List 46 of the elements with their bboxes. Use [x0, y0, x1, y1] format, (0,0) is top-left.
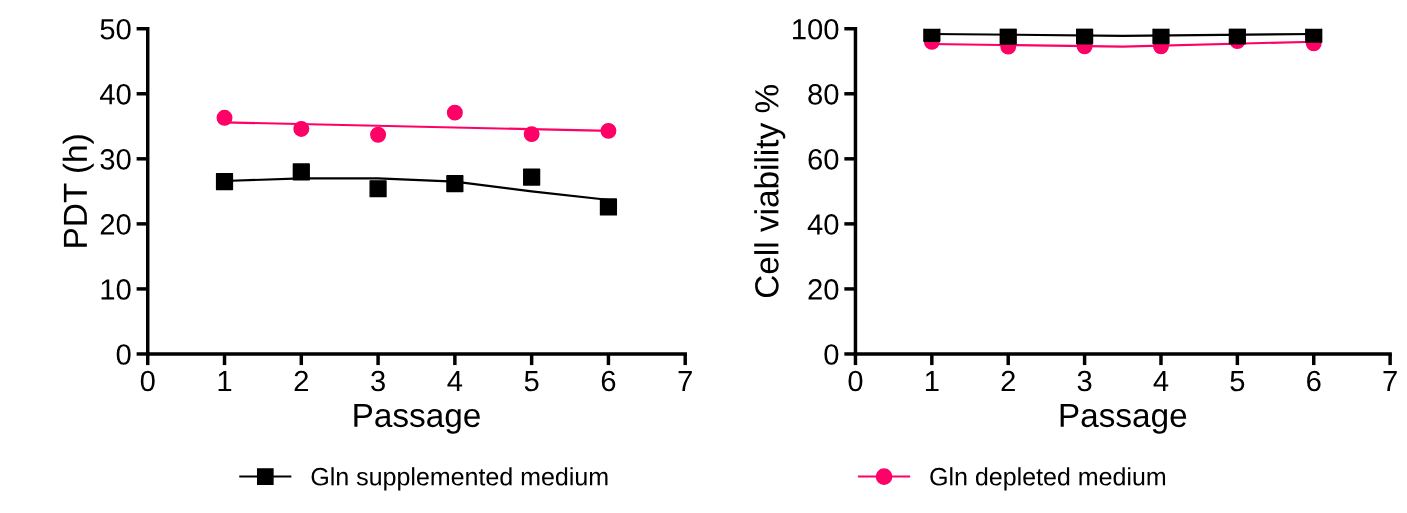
y-tick-label: 20 — [100, 214, 131, 235]
point — [293, 120, 310, 137]
y-tick-label: 80 — [808, 83, 839, 105]
x-tick-label: 6 — [601, 370, 616, 392]
x-tick-label: 3 — [371, 370, 385, 392]
legend-label: Gln depleted medium — [930, 467, 1166, 491]
x-tick-label: 6 — [1307, 370, 1321, 392]
y-axis-title: Cell viability % — [754, 85, 786, 298]
x-tick-label: 3 — [1077, 370, 1092, 392]
x-tick-label: 2 — [294, 370, 308, 392]
point — [600, 122, 617, 139]
x-tick-label: 0 — [848, 370, 863, 392]
point — [446, 174, 464, 193]
x-tick-label: 5 — [1230, 371, 1245, 392]
point — [215, 172, 234, 191]
x-tick-label: 7 — [1383, 371, 1397, 392]
y-tick-label: 40 — [99, 83, 131, 105]
x-tick-label: 0 — [140, 370, 155, 392]
point — [292, 163, 310, 181]
point — [216, 109, 233, 126]
point — [370, 126, 387, 143]
point — [523, 168, 541, 186]
y-tick-label: 60 — [808, 149, 839, 170]
x-axis-title: Passage — [1060, 403, 1187, 434]
y-tick-label: 40 — [807, 214, 839, 235]
y-tick-label: 0 — [116, 344, 131, 365]
x-axis-title: Passage — [354, 403, 480, 434]
y-tick-label: 20 — [808, 279, 839, 300]
x-tick-label: 5 — [524, 371, 539, 392]
y-tick-label: 50 — [100, 18, 131, 40]
x-tick-label: 2 — [1001, 370, 1015, 392]
point — [523, 126, 540, 143]
x-tick-label: 1 — [218, 371, 232, 392]
point — [369, 180, 387, 198]
x-tick-label: 4 — [1153, 371, 1169, 392]
x-tick-label: 1 — [925, 371, 939, 392]
y-tick-label: 0 — [824, 344, 839, 365]
y-tick-label: 10 — [101, 279, 131, 300]
x-tick-label: 7 — [678, 371, 692, 392]
y-tick-label: 100 — [793, 18, 839, 40]
point — [446, 104, 463, 121]
y-tick-label: 30 — [100, 149, 131, 170]
point — [599, 198, 618, 216]
y-axis-title: PDT (h) — [62, 135, 94, 247]
x-tick-label: 4 — [447, 371, 463, 392]
legend-label: Gln supplemented medium — [311, 467, 608, 491]
